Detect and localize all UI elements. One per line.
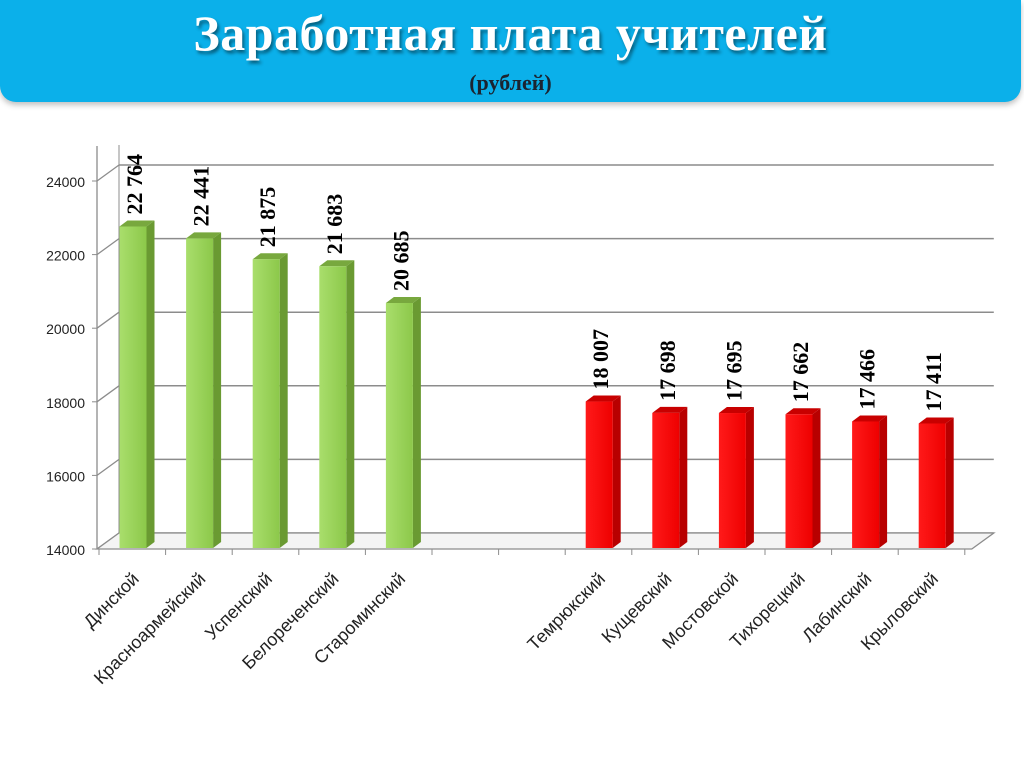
bar — [186, 238, 214, 548]
y-tick-label: 14000 — [46, 542, 85, 558]
data-label: 17 695 — [721, 341, 746, 402]
bar-top — [918, 417, 954, 424]
bar-side — [879, 415, 888, 548]
data-label: 17 662 — [788, 342, 813, 403]
page-subtitle: (рублей) — [469, 70, 552, 95]
bar-top — [385, 296, 421, 303]
bar-side — [745, 407, 754, 548]
bar — [585, 401, 613, 548]
gridline-side — [96, 164, 120, 182]
data-label: 22 764 — [122, 154, 147, 215]
y-tick-label: 20000 — [46, 321, 85, 337]
bar — [319, 266, 347, 548]
bar-top — [119, 220, 155, 227]
page-title: Заработная плата учителей — [193, 5, 828, 61]
bar — [652, 412, 680, 548]
data-label: 21 683 — [322, 194, 347, 255]
bar-side — [679, 406, 688, 548]
data-label: 20 685 — [388, 230, 413, 291]
y-tick-label: 24000 — [46, 174, 85, 190]
bar-top — [186, 232, 222, 239]
x-tick-label: Темрюкский — [524, 569, 610, 655]
bar — [119, 226, 147, 548]
bar-side — [945, 417, 954, 548]
data-label: 22 441 — [189, 166, 214, 227]
bar — [385, 302, 413, 548]
data-label: 17 466 — [855, 349, 880, 410]
y-tick-label: 18000 — [46, 395, 85, 411]
bar — [852, 421, 880, 548]
bar-side — [612, 395, 621, 548]
x-tick-label: Динской — [80, 569, 143, 632]
x-tick-label: Красноармейский — [90, 569, 209, 688]
bar — [918, 423, 946, 548]
gridline-side — [96, 311, 120, 329]
gridline-side — [96, 458, 120, 476]
bar-top — [319, 260, 355, 267]
bar-side — [146, 220, 155, 548]
bar — [785, 414, 813, 548]
bar-top — [785, 408, 821, 415]
data-label: 18 007 — [588, 329, 613, 390]
y-tick-label: 22000 — [46, 248, 85, 264]
data-label: 17 411 — [921, 352, 946, 411]
data-label: 21 875 — [255, 187, 280, 248]
gridline-side — [96, 238, 120, 256]
bar-top — [718, 407, 754, 414]
bar-top — [852, 415, 888, 422]
bar-side — [412, 296, 421, 548]
bar — [718, 413, 746, 548]
bar — [252, 259, 280, 548]
gridline-side — [96, 385, 120, 403]
bar-top — [652, 406, 688, 413]
bar-top — [252, 253, 288, 260]
bar-side — [812, 408, 821, 548]
bar-side — [346, 260, 355, 548]
bar-top — [585, 395, 621, 402]
bar-side — [213, 232, 222, 548]
bar-side — [279, 253, 288, 548]
data-label: 17 698 — [655, 340, 680, 401]
title-banner — [0, 0, 1021, 102]
y-tick-label: 16000 — [46, 468, 85, 484]
